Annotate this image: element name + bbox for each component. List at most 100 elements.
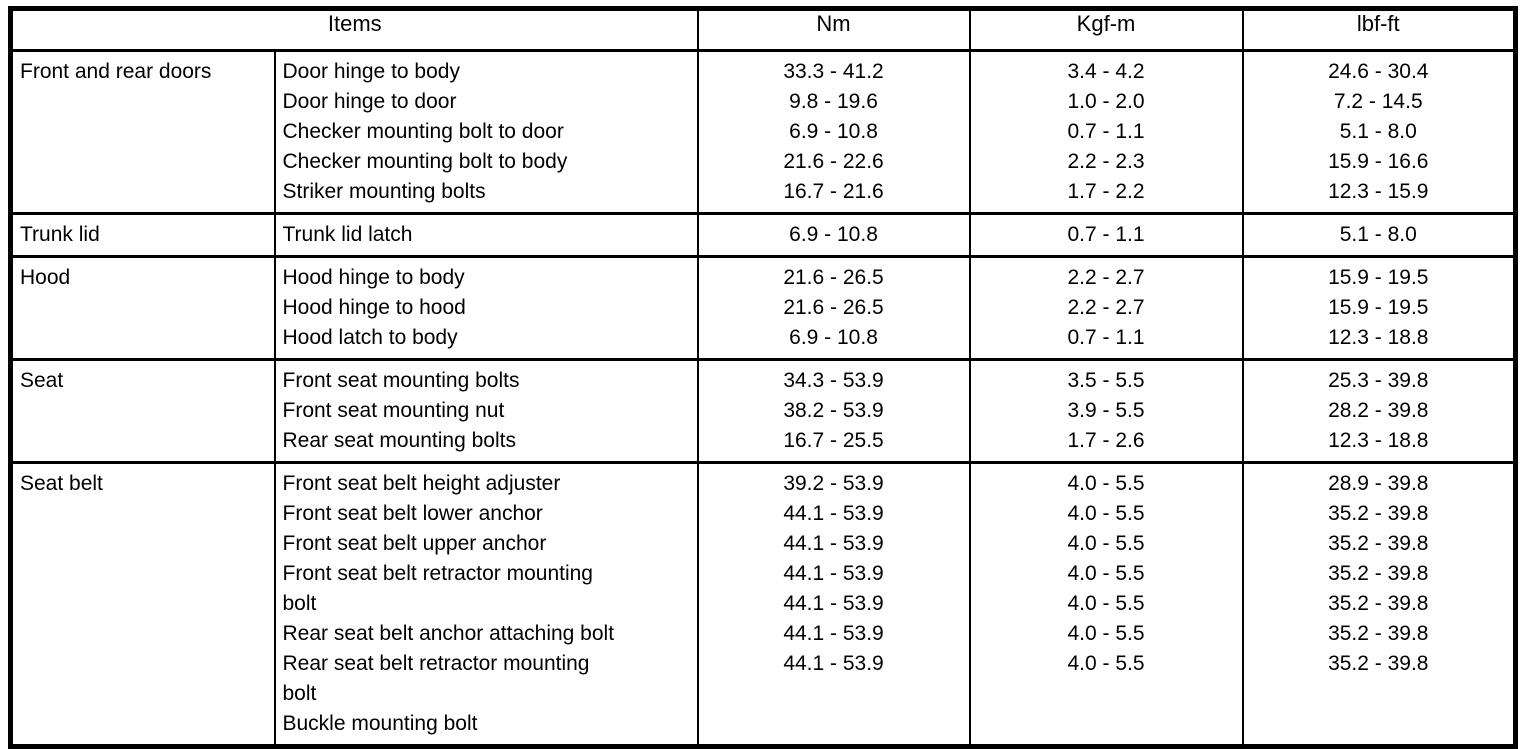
table-body: Front and rear doors Door hinge to body Do… [9, 49, 1517, 748]
torque-nm-value: 44.1 - 53.9 [783, 592, 884, 615]
torque-nm-value: 16.7 - 21.6 [783, 180, 884, 203]
item-label: Front seat belt height adjuster [282, 472, 561, 495]
section-row: Seat Front seat mounting bolts Front seat … [9, 358, 1517, 464]
item-label: Front seat belt lower anchor [282, 502, 543, 525]
category-label: Trunk lid [20, 223, 100, 246]
item-label: Hood latch to body [282, 326, 458, 349]
category-cell: Seat [9, 358, 276, 464]
torque-kgfm-value: 4.0 - 5.5 [1067, 532, 1145, 555]
torque-kgfm-value: 2.2 - 2.7 [1067, 296, 1145, 319]
torque-nm-value: 34.3 - 53.9 [783, 369, 884, 392]
torque-lbfft-value: 35.2 - 39.8 [1328, 502, 1429, 525]
torque-nm-value: 6.9 - 10.8 [789, 120, 878, 143]
torque-kgfm-value: 4.0 - 5.5 [1067, 562, 1145, 585]
torque-lbfft-value: 28.9 - 39.8 [1328, 472, 1429, 495]
lbfft-cell: 25.3 - 39.8 28.2 - 39.8 12.3 - 18.8 [1241, 358, 1517, 464]
torque-nm-value: 6.9 - 10.8 [789, 223, 878, 246]
torque-nm-value: 44.1 - 53.9 [783, 562, 884, 585]
item-label: Door hinge to body [282, 60, 460, 83]
torque-nm-value: 16.7 - 25.5 [783, 429, 884, 452]
torque-kgfm-value: 3.5 - 5.5 [1067, 369, 1145, 392]
category-cell: Hood [9, 255, 276, 361]
torque-kgfm-value: 1.0 - 2.0 [1067, 90, 1145, 113]
torque-kgfm-value: 2.2 - 2.3 [1067, 150, 1145, 173]
torque-nm-value: 9.8 - 19.6 [789, 90, 878, 113]
torque-lbfft-value: 35.2 - 39.8 [1328, 592, 1429, 615]
lbfft-cell: 15.9 - 19.5 15.9 - 19.5 12.3 - 18.8 [1241, 255, 1517, 361]
torque-lbfft-value: 15.9 - 19.5 [1328, 296, 1429, 319]
item-label: Checker mounting bolt to body [282, 150, 568, 173]
category-label: Front and rear doors [20, 60, 212, 83]
torque-kgfm-value: 1.7 - 2.6 [1067, 429, 1145, 452]
torque-lbfft-value: 7.2 - 14.5 [1333, 90, 1423, 113]
torque-kgfm-value: 4.0 - 5.5 [1067, 592, 1145, 615]
nm-cell: 33.3 - 41.2 9.8 - 19.6 6.9 - 10.8 21.6 - 22… [696, 49, 971, 215]
nm-cell: 6.9 - 10.8 [696, 212, 971, 258]
kgfm-cell: 4.0 - 5.5 4.0 - 5.5 4.0 - 5.5 4.0 - 5.5 4.0 … [968, 461, 1244, 748]
header-row: Items Nm Kgf-m lbf-ft [9, 7, 1517, 52]
category-label: Seat belt [20, 472, 103, 495]
torque-nm-value: 44.1 - 53.9 [783, 502, 884, 525]
section-row: Trunk lid Trunk lid latch 6.9 - 10.8 0.7 - … [9, 212, 1517, 258]
column-header-nm: Nm [696, 7, 971, 52]
column-header-lbfft: lbf-ft [1241, 7, 1517, 52]
item-label: Hood hinge to hood [282, 296, 466, 319]
item-label: Rear seat belt retractor mounting [282, 652, 590, 675]
torque-lbfft-value: 24.6 - 30.4 [1328, 60, 1429, 83]
category-label: Seat [20, 369, 64, 392]
item-label: Front seat belt upper anchor [282, 532, 547, 555]
torque-lbfft-value: 25.3 - 39.8 [1328, 369, 1429, 392]
category-cell: Front and rear doors [9, 49, 276, 215]
torque-nm-value: 21.6 - 22.6 [783, 150, 884, 173]
item-label: Front seat mounting nut [282, 399, 505, 422]
nm-cell: 39.2 - 53.9 44.1 - 53.9 44.1 - 53.9 44.1 - … [696, 461, 971, 748]
torque-nm-value: 38.2 - 53.9 [783, 399, 884, 422]
kgfm-cell: 3.4 - 4.2 1.0 - 2.0 0.7 - 1.1 2.2 - 2.3 1.7 … [968, 49, 1244, 215]
torque-lbfft-value: 5.1 - 8.0 [1339, 223, 1417, 246]
torque-kgfm-value: 1.7 - 2.2 [1067, 180, 1145, 203]
item-cell: Front seat belt height adjuster Front sea… [273, 461, 699, 748]
torque-lbfft-value: 15.9 - 19.5 [1328, 266, 1429, 289]
lbfft-cell: 28.9 - 39.8 35.2 - 39.8 35.2 - 39.8 35.2 - … [1241, 461, 1517, 748]
item-label: Rear seat belt anchor attaching bolt [282, 622, 615, 645]
kgfm-cell: 0.7 - 1.1 [968, 212, 1244, 258]
torque-nm-value: 44.1 - 53.9 [783, 652, 884, 675]
torque-lbfft-value: 12.3 - 15.9 [1328, 180, 1429, 203]
torque-lbfft-value: 35.2 - 39.8 [1328, 532, 1429, 555]
item-cell: Hood hinge to body Hood hinge to hood Hood… [273, 255, 699, 361]
section-row: Hood Hood hinge to body Hood hinge to hood… [9, 255, 1517, 361]
torque-spec-table: Items Nm Kgf-m lbf-ft Front and rear doo… [8, 6, 1519, 749]
torque-kgfm-value: 0.7 - 1.1 [1067, 120, 1145, 143]
item-cell: Door hinge to body Door hinge to door Chec… [273, 49, 699, 215]
torque-kgfm-value: 4.0 - 5.5 [1067, 622, 1145, 645]
torque-kgfm-value: 3.4 - 4.2 [1067, 60, 1145, 83]
item-cell: Trunk lid latch [273, 212, 699, 258]
torque-lbfft-value: 5.1 - 8.0 [1339, 120, 1417, 143]
item-label: Trunk lid latch [282, 223, 413, 246]
torque-lbfft-value: 12.3 - 18.8 [1328, 326, 1429, 349]
item-label: Front seat belt retractor mounting [282, 562, 593, 585]
torque-nm-value: 21.6 - 26.5 [783, 266, 884, 289]
item-label: bolt [282, 682, 317, 705]
torque-nm-value: 33.3 - 41.2 [783, 60, 884, 83]
item-label: Buckle mounting bolt [282, 712, 478, 735]
item-cell: Front seat mounting bolts Front seat moun… [273, 358, 699, 464]
item-label: Rear seat mounting bolts [282, 429, 516, 452]
item-label: Door hinge to door [282, 90, 457, 113]
torque-lbfft-value: 28.2 - 39.8 [1328, 399, 1429, 422]
section-row: Seat belt Front seat belt height adjuster… [9, 461, 1517, 748]
column-header-items: Items [9, 7, 699, 52]
item-label: Front seat mounting bolts [282, 369, 520, 392]
item-label: bolt [282, 592, 317, 615]
category-cell: Trunk lid [9, 212, 276, 258]
kgfm-cell: 3.5 - 5.5 3.9 - 5.5 1.7 - 2.6 [968, 358, 1244, 464]
torque-lbfft-value: 35.2 - 39.8 [1328, 652, 1429, 675]
torque-kgfm-value: 4.0 - 5.5 [1067, 502, 1145, 525]
torque-kgfm-value: 3.9 - 5.5 [1067, 399, 1145, 422]
torque-kgfm-value: 4.0 - 5.5 [1067, 652, 1145, 675]
torque-lbfft-value: 12.3 - 18.8 [1328, 429, 1429, 452]
torque-lbfft-value: 15.9 - 16.6 [1328, 150, 1429, 173]
kgfm-cell: 2.2 - 2.7 2.2 - 2.7 0.7 - 1.1 [968, 255, 1244, 361]
lbfft-cell: 24.6 - 30.4 7.2 - 14.5 5.1 - 8.0 15.9 - 16.… [1241, 49, 1517, 215]
